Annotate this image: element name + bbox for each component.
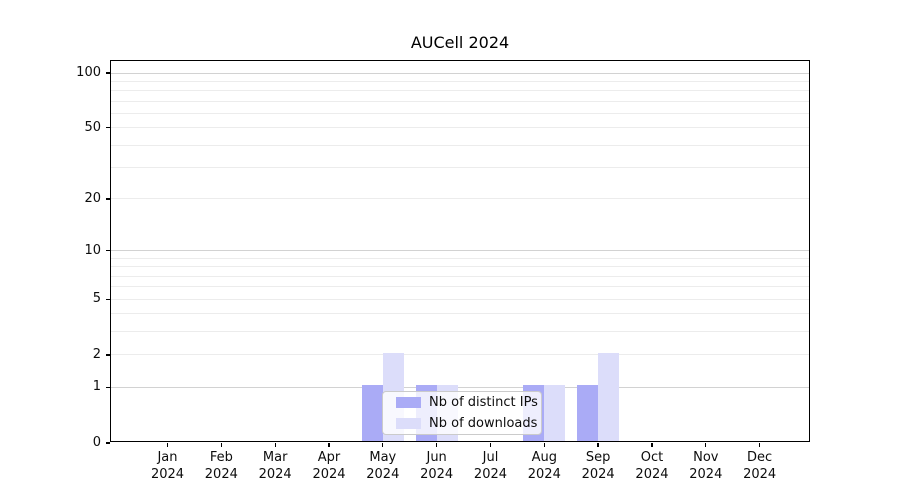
y-tick-mark <box>105 127 110 129</box>
x-tick-mark <box>220 443 222 447</box>
x-tick-month: Oct <box>640 450 664 465</box>
gridline-minor <box>111 354 809 356</box>
gridline-major <box>111 72 809 74</box>
gridline-minor <box>111 100 809 102</box>
x-tick-mark <box>436 443 438 447</box>
x-tick-month: Jul <box>482 450 499 465</box>
bar-downloads-sep <box>598 352 620 441</box>
x-tick-month: Mar <box>262 450 288 465</box>
gridline-minor <box>111 90 809 92</box>
legend: Nb of distinct IPs Nb of downloads <box>382 391 542 435</box>
x-tick-month: Feb <box>209 450 233 465</box>
gridline-minor <box>111 198 809 200</box>
gridline-minor <box>111 286 809 288</box>
gridline-minor <box>111 80 809 82</box>
y-tick-label: 5 <box>92 291 101 307</box>
x-tick-mark <box>274 443 276 447</box>
x-tick-label: Jul 2024 <box>445 450 535 483</box>
legend-label-downloads: Nb of downloads <box>429 416 538 431</box>
x-tick-year: 2024 <box>581 466 615 482</box>
gridline-minor <box>111 275 809 277</box>
x-tick-month: May <box>369 450 397 465</box>
x-tick-year: 2024 <box>258 466 292 482</box>
x-tick-label: Oct 2024 <box>607 450 697 483</box>
gridline-major <box>111 386 809 388</box>
y-tick-label: 100 <box>76 65 101 80</box>
y-tick-label: 1 <box>92 379 101 395</box>
legend-item-distinct-ips: Nb of distinct IPs <box>383 392 541 413</box>
x-tick-year: 2024 <box>366 466 400 482</box>
plot-area: Nb of distinct IPs Nb of downloads 0 1 2 5 1… <box>76 60 810 482</box>
bar-distinct-ips-sep <box>577 385 599 441</box>
x-tick-year: 2024 <box>689 466 723 482</box>
y-tick-label: 50 <box>84 119 101 135</box>
legend-item-downloads: Nb of downloads <box>383 413 541 434</box>
legend-swatch-downloads <box>396 418 421 429</box>
x-tick-year: 2024 <box>743 466 777 482</box>
x-tick-year: 2024 <box>527 466 561 482</box>
x-tick-mark <box>651 443 653 447</box>
gridline-minor <box>111 257 809 259</box>
y-tick-mark <box>105 386 110 389</box>
x-tick-mark <box>597 443 599 447</box>
x-tick-year: 2024 <box>420 466 454 482</box>
legend-label-distinct-ips: Nb of distinct IPs <box>429 395 538 410</box>
x-tick-label: Mar 2024 <box>230 450 320 483</box>
chart-title: AUCell 2024 <box>410 33 510 52</box>
y-tick-mark <box>105 72 110 74</box>
gridline-minor <box>111 266 809 268</box>
y-tick-mark <box>105 198 110 200</box>
gridline-minor <box>111 313 809 315</box>
gridline-minor <box>111 167 809 169</box>
y-tick-label: 2 <box>92 346 101 362</box>
x-tick-year: 2024 <box>312 466 346 482</box>
x-tick-month: Sep <box>585 450 611 465</box>
gridline-minor <box>111 331 809 333</box>
x-tick-mark <box>166 443 169 447</box>
legend-swatch-distinct-ips <box>396 397 421 408</box>
x-tick-month: Dec <box>747 450 773 465</box>
x-tick-year: 2024 <box>635 466 669 482</box>
x-tick-mark <box>543 443 545 447</box>
x-tick-mark <box>705 443 707 447</box>
y-tick-label: 0 <box>92 435 101 450</box>
y-tick-mark <box>105 354 110 356</box>
x-tick-year: 2024 <box>150 466 185 482</box>
y-tick-label: 20 <box>84 190 101 206</box>
x-tick-month: Nov <box>693 450 719 465</box>
x-tick-label: Dec 2024 <box>715 450 805 483</box>
gridline-minor <box>111 127 809 129</box>
gridline-minor <box>111 298 809 300</box>
y-tick-mark <box>105 250 110 252</box>
x-tick-mark <box>489 443 492 447</box>
x-tick-label: Apr 2024 <box>284 450 374 483</box>
x-tick-mark <box>758 443 761 447</box>
x-tick-label: Jan 2024 <box>123 450 213 483</box>
bar-distinct-ips-may <box>361 385 383 441</box>
bar-downloads-aug <box>544 385 566 441</box>
y-tick-mark <box>105 442 110 444</box>
x-tick-mark <box>382 443 384 447</box>
x-tick-label: Aug 2024 <box>499 450 589 483</box>
x-tick-label: Sep 2024 <box>553 450 643 483</box>
gridline-minor <box>111 112 809 114</box>
gridline-minor <box>111 144 809 146</box>
x-tick-month: Aug <box>531 450 557 465</box>
x-tick-label: Jun 2024 <box>392 450 482 483</box>
gridline-major <box>111 250 809 252</box>
y-tick-mark <box>105 298 110 300</box>
x-tick-label: Nov 2024 <box>661 450 751 483</box>
x-tick-year: 2024 <box>204 466 238 482</box>
x-tick-label: Feb 2024 <box>176 450 266 483</box>
x-tick-month: Jan <box>157 450 178 465</box>
x-tick-month: Jun <box>426 450 447 465</box>
y-tick-label: 10 <box>84 242 101 258</box>
x-tick-label: May 2024 <box>338 450 428 483</box>
x-tick-mark <box>328 443 330 447</box>
x-tick-month: Apr <box>317 450 341 465</box>
x-tick-year: 2024 <box>473 466 508 482</box>
